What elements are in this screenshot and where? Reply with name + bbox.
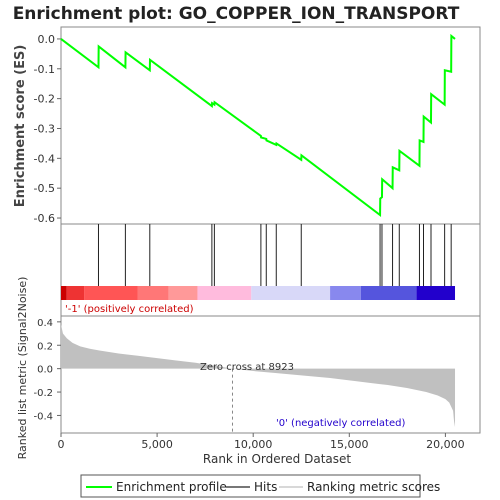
es-y-tick-label: -0.6 — [34, 212, 55, 225]
metric-x-tick-label: 10,000 — [234, 438, 273, 451]
metric-y-tick-label: -0.4 — [33, 411, 53, 422]
color-bar-segment — [168, 286, 198, 300]
metric-y-axis: 0.4 0.2 0.0 -0.2 -0.4 — [33, 318, 61, 422]
color-bar-segment — [360, 286, 417, 300]
legend: Enrichment profile Hits Ranking metric s… — [80, 474, 440, 498]
metric-panel: '-1' (positively correlated) Zero cross … — [16, 277, 481, 466]
metric-y-tick-label: 0.0 — [37, 365, 53, 376]
metric-y-tick-label: 0.4 — [37, 318, 53, 329]
metric-y-tick-label: -0.2 — [33, 388, 53, 399]
metric-x-tick-label: 5,000 — [141, 438, 173, 451]
ranking-color-bar — [61, 286, 456, 300]
es-plot-area — [60, 26, 481, 225]
metric-x-axis-label: Rank in Ordered Dataset — [203, 452, 351, 466]
es-y-tick-label: 0.0 — [38, 33, 56, 46]
hits-panel — [60, 223, 481, 317]
metric-y-tick-label: 0.2 — [37, 341, 53, 352]
color-bar-segment — [197, 286, 252, 300]
hit-markers — [97, 224, 452, 286]
legend-label-hits: Hits — [254, 480, 277, 494]
metric-x-tick-label: 15,000 — [330, 438, 369, 451]
legend-label-ranking: Ranking metric scores — [307, 480, 440, 494]
legend-box — [80, 474, 421, 498]
es-y-tick-label: -0.1 — [34, 63, 55, 76]
es-panel: 0.0 -0.1 -0.2 -0.3 -0.4 -0.5 -0.6 Enrichment s… — [13, 26, 481, 225]
color-bar-segment — [66, 286, 85, 300]
metric-y-axis-label: Ranked list metric (Signal2Noise) — [16, 277, 29, 460]
es-curve-line — [60, 33, 456, 218]
metric-x-tick-label: 20,000 — [426, 438, 465, 451]
es-y-tick-label: -0.3 — [34, 122, 55, 135]
es-y-tick-label: -0.2 — [34, 93, 55, 106]
color-bar-segment — [251, 286, 331, 300]
es-y-axis-label: Enrichment score (ES) — [13, 45, 28, 208]
color-bar-segment — [137, 286, 169, 300]
legend-label-enrichment: Enrichment profile — [116, 480, 227, 494]
positive-correlation-label: '-1' (positively correlated) — [65, 304, 194, 315]
es-y-tick-label: -0.5 — [34, 182, 55, 195]
negative-correlation-label: '0' (negatively correlated) — [276, 418, 405, 429]
zero-cross-label: Zero cross at 8923 — [200, 362, 294, 373]
hits-plot-area — [60, 223, 481, 317]
metric-x-axis: 0 5,000 10,000 15,000 20,000 — [58, 433, 465, 451]
metric-x-tick-label: 0 — [58, 438, 65, 451]
color-bar-segment — [416, 286, 456, 300]
chart-title: Enrichment plot: GO_COPPER_ION_TRANSPORT — [13, 4, 460, 24]
color-bar-segment — [330, 286, 361, 300]
color-bar-segment — [84, 286, 138, 300]
es-y-axis: 0.0 -0.1 -0.2 -0.3 -0.4 -0.5 -0.6 — [34, 33, 61, 225]
metric-scores-area — [61, 324, 456, 428]
color-bar-segment — [61, 286, 67, 300]
es-y-tick-label: -0.4 — [34, 152, 55, 165]
